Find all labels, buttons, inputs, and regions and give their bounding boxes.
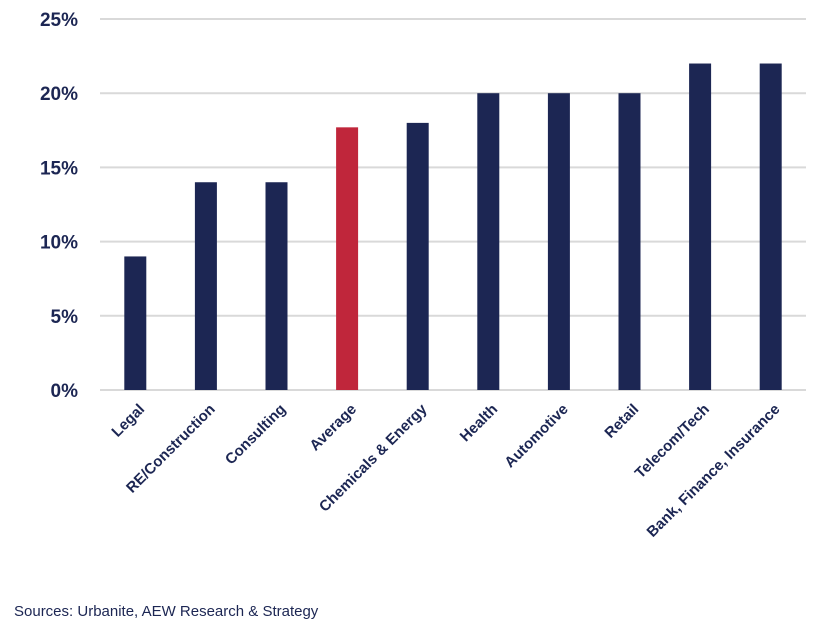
y-tick-label: 20% xyxy=(40,84,78,105)
bar-average xyxy=(336,127,359,390)
bar-consulting xyxy=(265,182,288,390)
y-tick-label: 25% xyxy=(40,10,78,31)
y-tick-label: 0% xyxy=(51,381,79,402)
y-tick-label: 15% xyxy=(40,158,78,179)
bar-automotive xyxy=(547,93,570,390)
y-tick-label: 5% xyxy=(51,307,79,328)
x-tick-label: Health xyxy=(457,401,501,445)
x-tick-label: Telecom/Tech xyxy=(632,401,713,482)
y-axis: 0% 5% 10% 15% 20% 25% xyxy=(40,10,78,402)
bar-chemicals-energy xyxy=(406,122,429,390)
x-tick-label: Legal xyxy=(108,401,148,441)
x-tick-label: Consulting xyxy=(222,401,289,468)
source-note: Sources: Urbanite, AEW Research & Strate… xyxy=(14,603,319,620)
y-tick-label: 10% xyxy=(40,233,78,254)
x-tick-label: Retail xyxy=(601,401,642,442)
x-tick-label: Bank, Finance, Insurance xyxy=(644,401,784,541)
bar-health xyxy=(477,93,500,390)
bars xyxy=(124,63,782,391)
bar-re-construction xyxy=(194,182,217,390)
bar-bank-finance-insurance xyxy=(759,63,782,391)
bar-legal xyxy=(124,256,147,390)
x-tick-label: Average xyxy=(306,401,359,454)
bar-telecom-tech xyxy=(689,63,712,391)
gridlines xyxy=(100,18,806,391)
bar-retail xyxy=(618,93,641,390)
x-tick-label: Automotive xyxy=(501,401,571,471)
